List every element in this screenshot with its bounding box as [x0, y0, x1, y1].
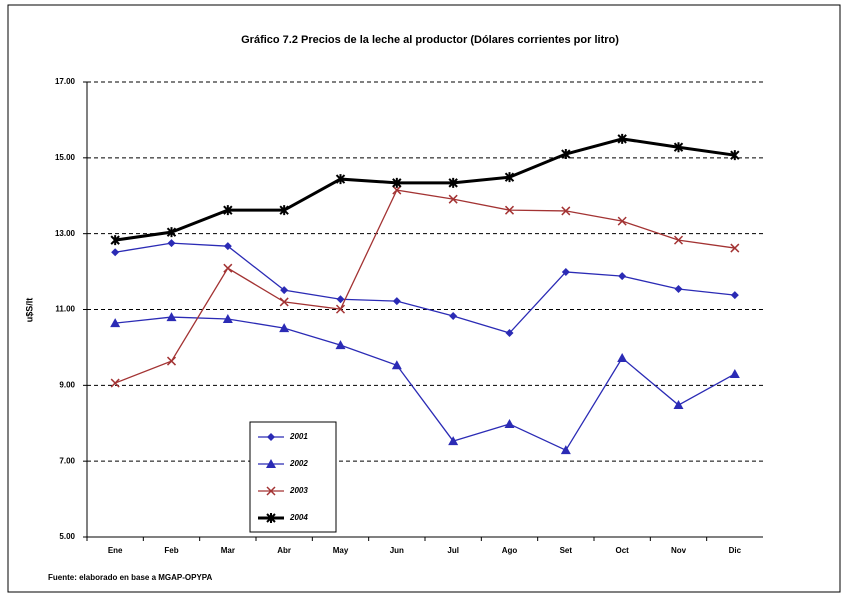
series-line	[115, 316, 736, 452]
marker	[729, 368, 740, 378]
x-tick-label: Dic	[729, 546, 742, 555]
marker	[335, 174, 346, 185]
marker	[336, 295, 345, 304]
legend-label: 2002	[289, 459, 308, 468]
marker	[730, 243, 740, 253]
marker	[392, 185, 402, 195]
x-tick-label: Ene	[108, 546, 123, 555]
x-tick-label: May	[333, 546, 349, 555]
marker	[449, 311, 458, 320]
series-line	[114, 137, 736, 242]
marker	[166, 227, 177, 238]
marker	[561, 267, 570, 276]
marker	[279, 205, 289, 216]
marker	[392, 177, 402, 188]
marker	[223, 242, 232, 251]
marker	[561, 149, 571, 160]
marker	[504, 419, 515, 429]
x-tick-label: Nov	[671, 546, 687, 555]
legend-marker	[266, 513, 276, 523]
marker	[167, 239, 176, 248]
marker	[335, 340, 346, 350]
x-tick-label: Oct	[615, 546, 629, 555]
marker	[674, 285, 683, 294]
legend-box	[249, 421, 337, 533]
x-tick-label: Jul	[447, 546, 459, 555]
marker	[448, 177, 458, 188]
chart-title: Gráfico 7.2 Precios de la leche al produ…	[241, 34, 619, 46]
marker	[448, 194, 458, 204]
marker	[673, 235, 684, 245]
x-tick-label: Jun	[390, 546, 404, 555]
legend-label: 2001	[289, 432, 308, 441]
marker	[673, 400, 684, 410]
y-tick-label: 11.00	[55, 305, 75, 314]
source-note: Fuente: elaborado en base a MGAP-OPYPA	[48, 573, 213, 582]
x-tick-label: Feb	[164, 546, 178, 555]
legend-label: 2004	[289, 513, 308, 522]
y-tick-label: 9.00	[59, 380, 75, 389]
marker	[504, 172, 515, 183]
x-tick-label: Ago	[502, 546, 518, 555]
marker	[617, 133, 627, 144]
legend-marker	[266, 486, 276, 496]
marker	[505, 329, 514, 338]
marker	[617, 353, 628, 363]
y-tick-label: 5.00	[59, 532, 75, 541]
marker	[673, 142, 684, 153]
marker	[392, 297, 401, 306]
frame	[7, 4, 841, 593]
y-tick-label: 7.00	[59, 456, 75, 465]
x-tick-label: Mar	[221, 546, 235, 555]
marker	[448, 436, 459, 446]
marker	[279, 323, 290, 333]
marker	[110, 318, 121, 328]
marker	[111, 248, 120, 257]
marker	[335, 304, 346, 314]
marker	[504, 205, 515, 215]
legend-marker	[267, 433, 275, 441]
marker	[279, 297, 289, 307]
x-tick-label: Set	[560, 546, 573, 555]
marker	[110, 235, 120, 246]
marker	[391, 360, 402, 370]
x-tick-label: Abr	[277, 546, 291, 555]
marker	[730, 150, 740, 161]
y-tick-label: 17.00	[55, 77, 76, 86]
marker	[617, 216, 627, 226]
marker	[730, 291, 739, 300]
y-tick-label: 15.00	[55, 153, 76, 162]
marker	[280, 286, 289, 295]
y-axis-label: u$S/lt	[24, 298, 34, 323]
marker	[166, 312, 177, 322]
marker	[110, 378, 120, 388]
marker	[560, 445, 571, 455]
marker	[618, 272, 627, 281]
y-tick-label: 13.00	[55, 229, 76, 238]
marker	[222, 313, 233, 323]
series-line	[114, 189, 735, 384]
legend-label: 2003	[289, 486, 308, 495]
marker	[223, 205, 233, 216]
series-line	[115, 242, 735, 334]
marker	[166, 356, 177, 366]
legend-marker	[266, 459, 276, 468]
marker	[561, 206, 571, 216]
marker	[223, 263, 233, 273]
